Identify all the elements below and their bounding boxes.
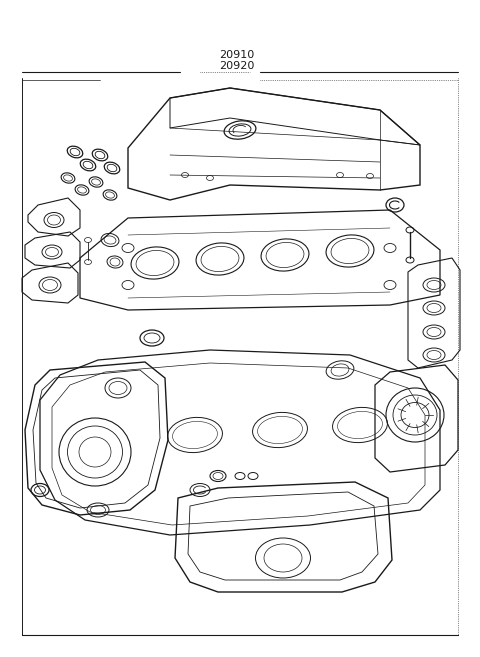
Text: 20920: 20920 xyxy=(219,61,255,71)
Text: 20910: 20910 xyxy=(219,50,254,60)
